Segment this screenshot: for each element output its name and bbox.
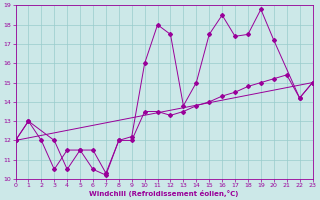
X-axis label: Windchill (Refroidissement éolien,°C): Windchill (Refroidissement éolien,°C) [89,190,239,197]
